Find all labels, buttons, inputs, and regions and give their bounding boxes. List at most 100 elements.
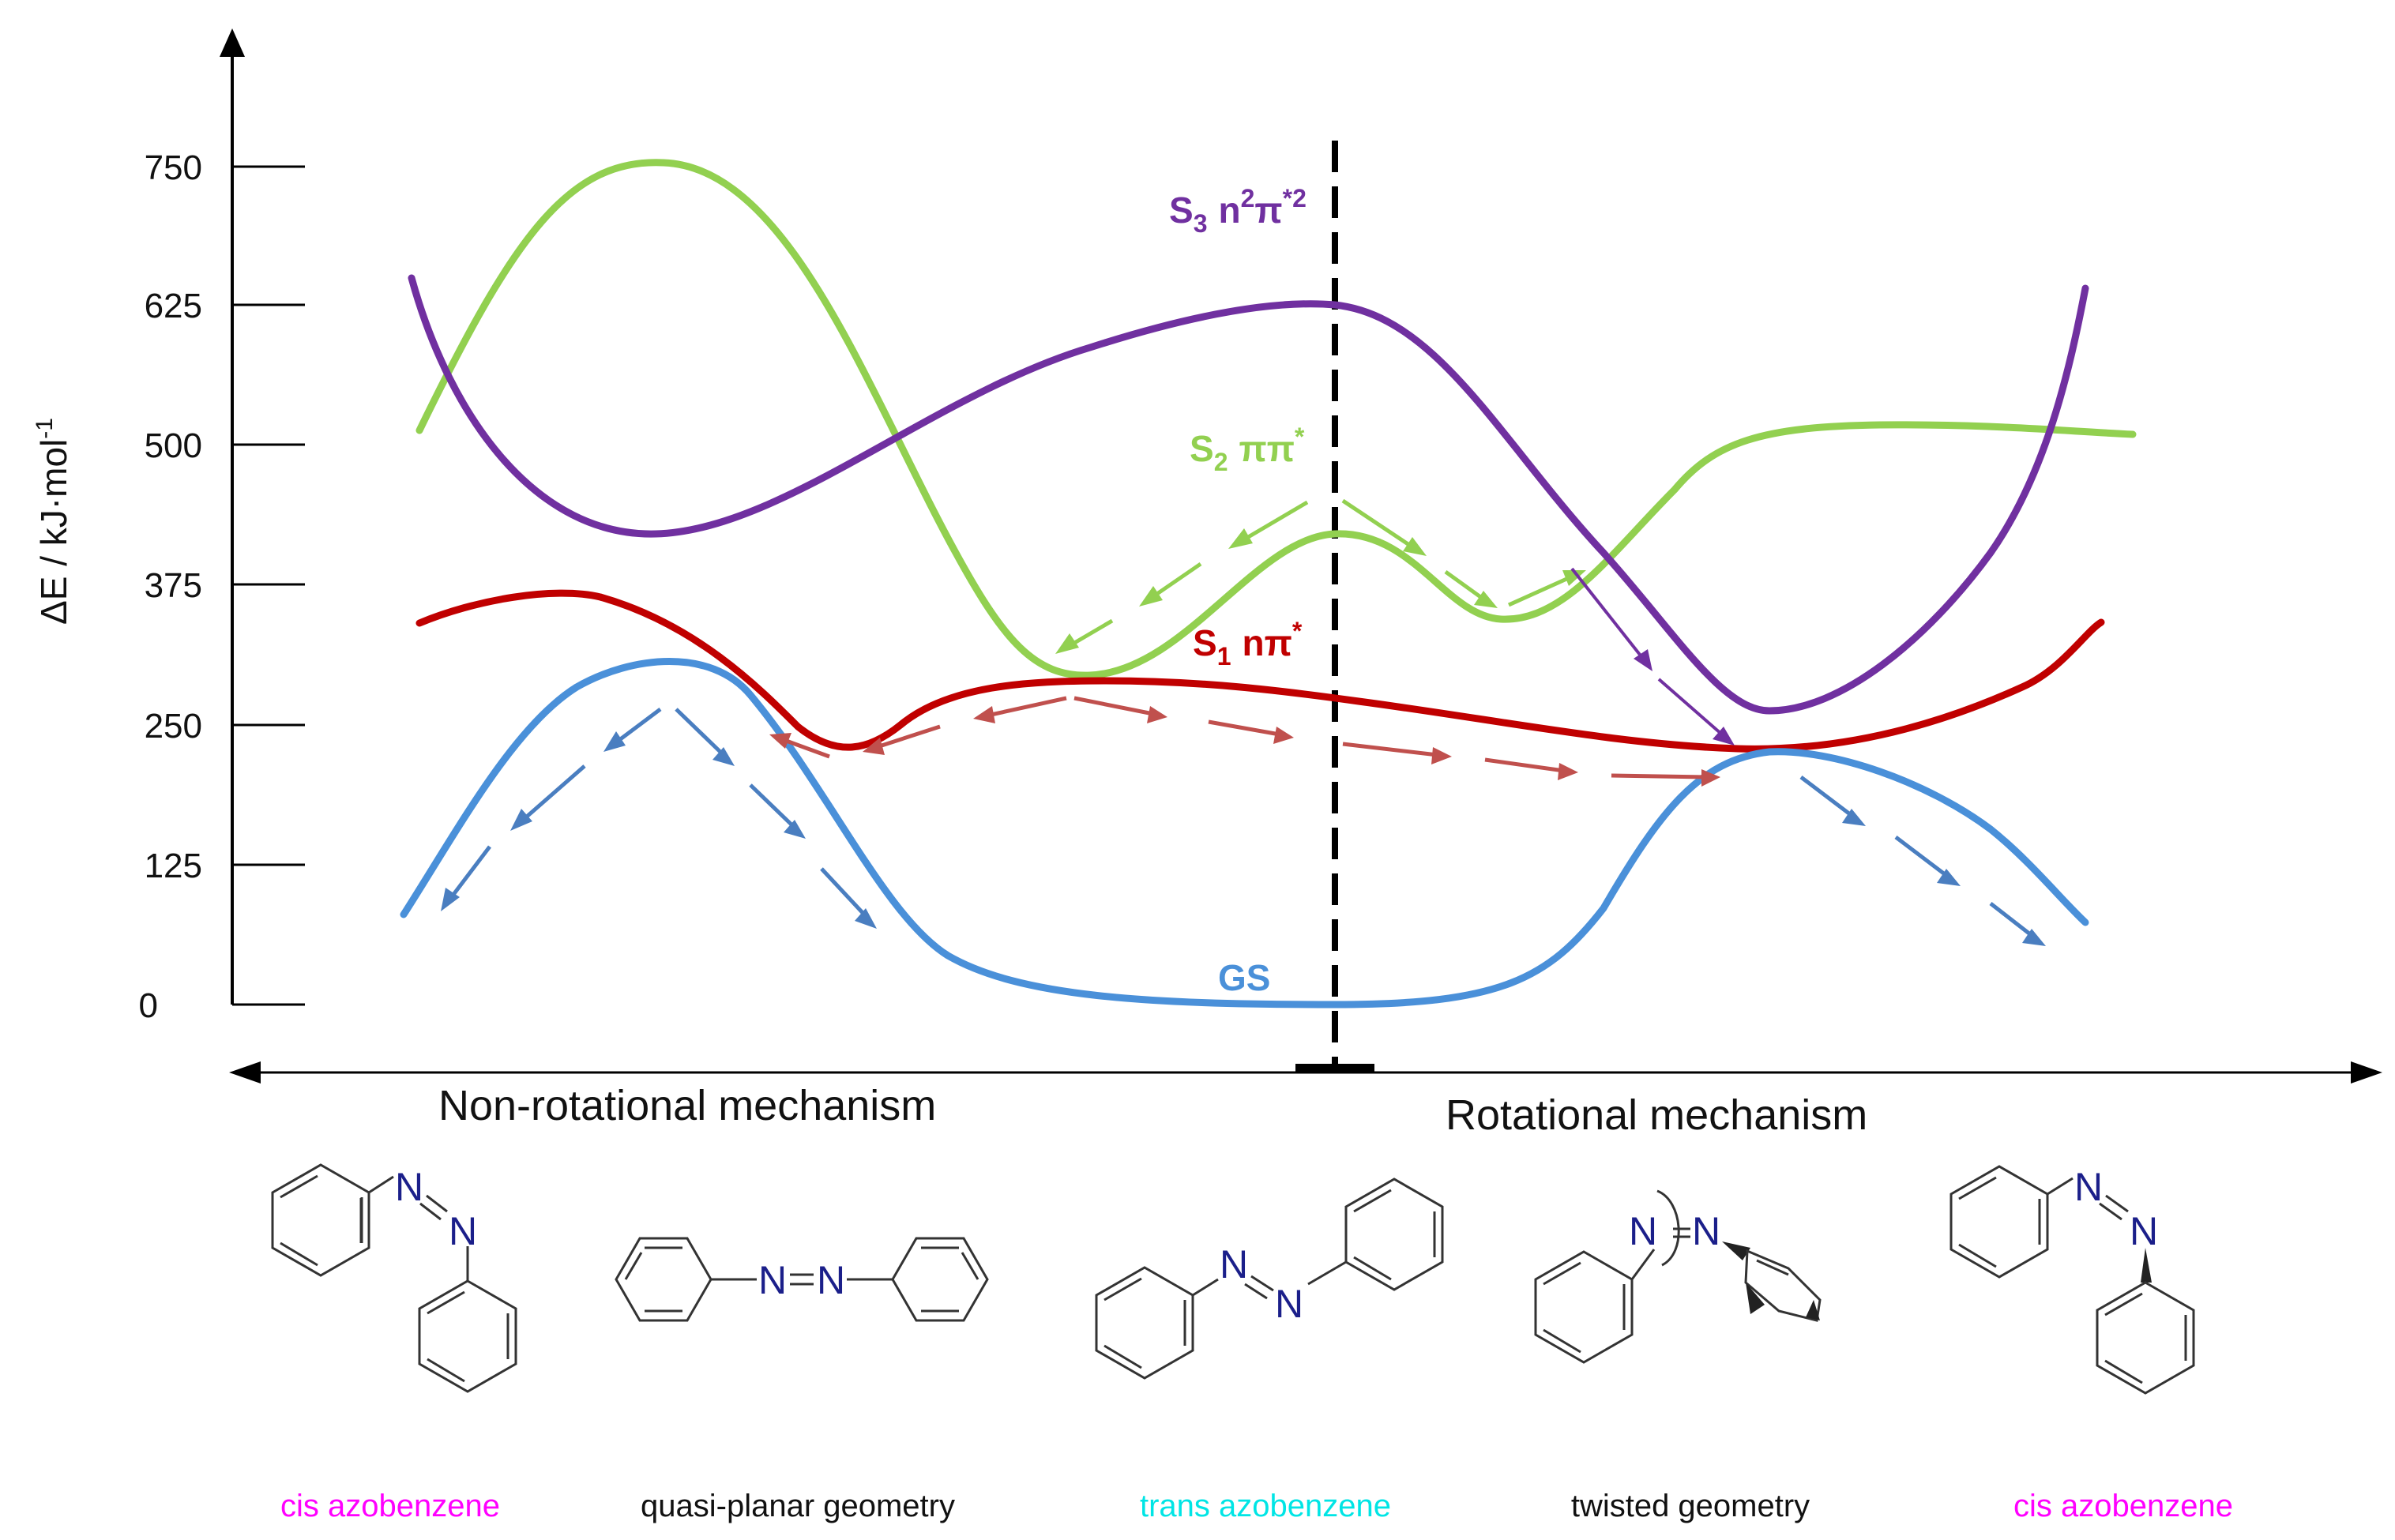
bond-n-n bbox=[426, 1194, 448, 1213]
gs-arrow-5 bbox=[749, 783, 796, 829]
s1-arrowhead-5 bbox=[1273, 727, 1294, 744]
gs-arrowhead-4 bbox=[712, 747, 735, 766]
ring-bond-inner bbox=[427, 1290, 465, 1315]
gs-arrowhead-5 bbox=[784, 820, 806, 839]
caption-cis-azobenzene-left: cis azobenzene bbox=[280, 1489, 500, 1523]
y-tick-label-500: 500 bbox=[145, 426, 202, 465]
nitrogen-atom: N bbox=[1629, 1209, 1657, 1253]
structure-cis-azobenzene-left bbox=[271, 1163, 517, 1393]
rotation-arc bbox=[1656, 1189, 1680, 1267]
s3-relaxation-arrows bbox=[1570, 567, 1735, 746]
phenyl-ring bbox=[2096, 1281, 2195, 1395]
s1-label: S1 nπ* bbox=[1193, 617, 1303, 670]
gs-arrowhead-7 bbox=[1842, 809, 1866, 826]
y-tick-label-125: 125 bbox=[145, 847, 202, 885]
ring-bond-inner bbox=[1353, 1256, 1392, 1281]
wedge-bond bbox=[1722, 1241, 1750, 1260]
s1-curve bbox=[415, 589, 2105, 753]
bond-n-n-double bbox=[2099, 1202, 2122, 1221]
gs-arrow-1 bbox=[615, 708, 662, 744]
s2-arrow-right-3 bbox=[1507, 574, 1573, 607]
phenyl-ring bbox=[1095, 1266, 1194, 1380]
s1-arrowhead-7 bbox=[1558, 763, 1578, 780]
bond-c-n bbox=[2047, 1177, 2074, 1196]
caption-cis-azobenzene-right: cis azobenzene bbox=[2013, 1489, 2233, 1523]
nitrogen-atom: N bbox=[758, 1258, 787, 1302]
ring-bond-inner bbox=[1353, 1189, 1392, 1213]
nitrogen-atom: N bbox=[1220, 1242, 1248, 1286]
s1-arrow-7 bbox=[1484, 757, 1565, 773]
s2-arrowhead-left-1 bbox=[1228, 528, 1253, 549]
caption-quasi-planar: quasi-planar geometry bbox=[641, 1489, 955, 1523]
wedge-bond bbox=[1806, 1300, 1820, 1320]
s3-curve bbox=[408, 274, 2089, 715]
y-ticks bbox=[232, 165, 305, 1006]
mechanism-axis-left-arrowhead bbox=[229, 1061, 261, 1084]
s2-arrow-left-2 bbox=[1149, 562, 1202, 601]
phenyl-ring bbox=[1949, 1165, 2049, 1279]
phenyl-ring bbox=[891, 1237, 989, 1322]
s2-arrowhead-right-3 bbox=[1562, 570, 1586, 586]
structure-trans-azobenzene bbox=[1095, 1178, 1444, 1380]
ring-bond-inner bbox=[1958, 1243, 1997, 1268]
ring-bond-inner bbox=[1958, 1176, 1997, 1200]
bond-n-n-double bbox=[1244, 1283, 1268, 1300]
gs-arrowhead-3 bbox=[441, 888, 460, 911]
s2-label: S2 ππ* bbox=[1190, 423, 1305, 476]
ring-bond-inner bbox=[1756, 1259, 1789, 1276]
rotational-label: Rotational mechanism bbox=[1446, 1091, 1867, 1139]
y-tick-label-750: 750 bbox=[145, 148, 202, 187]
s1-arrow-5 bbox=[1208, 719, 1280, 737]
gs-arrowhead-9 bbox=[2022, 929, 2046, 946]
ring-bond-inner bbox=[427, 1358, 465, 1383]
s3-arrowhead-2 bbox=[1713, 727, 1735, 746]
gs-arrow-2 bbox=[520, 764, 586, 823]
gs-arrowhead-2 bbox=[510, 809, 532, 831]
s1-arrow-4 bbox=[1073, 696, 1154, 716]
y-tick-label-0: 0 bbox=[139, 986, 158, 1025]
ring-bond-inner bbox=[961, 1252, 979, 1280]
non-rotational-label: Non-rotational mechanism bbox=[438, 1082, 936, 1129]
s1-arrowhead-3 bbox=[769, 733, 791, 749]
s1-arrow-6 bbox=[1342, 742, 1438, 757]
ring-bond-inner bbox=[1543, 1328, 1581, 1354]
gs-arrowhead-1 bbox=[603, 731, 626, 752]
nitrogen-atom: N bbox=[395, 1165, 423, 1209]
s2-curve bbox=[415, 159, 2137, 679]
nitrogen-atom: N bbox=[449, 1209, 477, 1253]
ring-bond-inner bbox=[1543, 1261, 1581, 1286]
s1-arrowhead-8 bbox=[1701, 769, 1720, 787]
y-tick-label-625: 625 bbox=[145, 287, 202, 325]
s3-arrow-2 bbox=[1657, 678, 1724, 736]
ring-bond-inner bbox=[624, 1252, 643, 1280]
phenyl-ring bbox=[1344, 1178, 1444, 1291]
s3-arrowhead-1 bbox=[1634, 649, 1652, 671]
ring-bond-inner bbox=[2104, 1359, 2143, 1384]
gs-arrow-8 bbox=[1894, 836, 1949, 878]
nitrogen-atom: N bbox=[2074, 1165, 2103, 1209]
caption-trans-azobenzene: trans azobenzene bbox=[1140, 1489, 1391, 1523]
caption-twisted-geometry: twisted geometry bbox=[1571, 1489, 1810, 1523]
phenyl-ring bbox=[1534, 1250, 1634, 1364]
s2-arrowhead-right-1 bbox=[1403, 537, 1427, 556]
gs-arrow-3 bbox=[449, 845, 491, 900]
gs-arrow-4 bbox=[675, 708, 725, 757]
gs-relaxation-arrows bbox=[441, 708, 2046, 946]
bond-c-n bbox=[1192, 1278, 1219, 1297]
ring-bond-inner bbox=[280, 1174, 318, 1199]
s2-arrow-right-2 bbox=[1444, 569, 1487, 603]
bond-n-n-double bbox=[419, 1202, 442, 1221]
s1-arrowhead-1 bbox=[973, 706, 995, 723]
gs-arrow-6 bbox=[820, 867, 867, 918]
structure-twisted bbox=[1534, 1189, 1822, 1364]
s1-arrowhead-4 bbox=[1147, 706, 1167, 723]
s1-arrowhead-2 bbox=[863, 738, 885, 755]
s2-arrowhead-left-2 bbox=[1139, 586, 1163, 607]
s2-arrowhead-left-3 bbox=[1055, 633, 1079, 654]
wedge-bond bbox=[1746, 1283, 1765, 1314]
gs-arrowhead-6 bbox=[855, 908, 877, 929]
nitrogen-atom: N bbox=[1692, 1209, 1720, 1253]
nitrogen-atom: N bbox=[2130, 1209, 2158, 1253]
s1-arrow-1 bbox=[987, 696, 1067, 718]
